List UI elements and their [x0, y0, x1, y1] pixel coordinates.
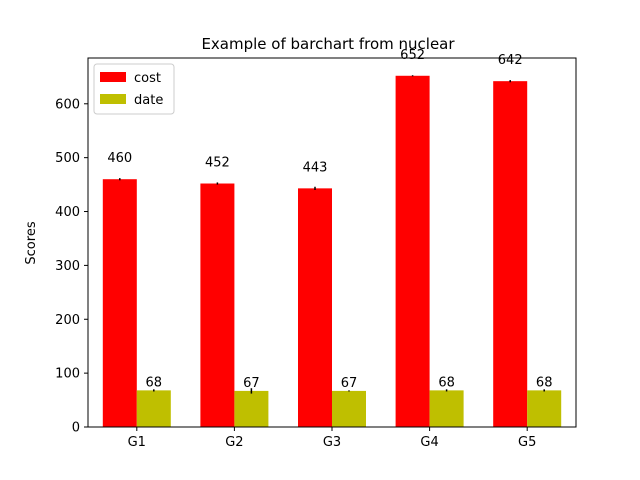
x-tick-label-G3: G3 [323, 435, 341, 450]
bar-cost-G1 [102, 179, 137, 427]
legend-swatch-date [100, 94, 126, 104]
axes-layer: G1 G2 G3 G4 G5 0 100 200 300 400 500 600 [55, 57, 577, 450]
bar-date-G3 [332, 390, 366, 427]
x-tick-label-G2: G2 [225, 435, 243, 450]
y-tick-label-300: 300 [55, 259, 80, 274]
x-tick-label-G1: G1 [128, 435, 146, 450]
data-label-date-G5: 68 [536, 375, 553, 390]
x-tick-label-G5: G5 [518, 435, 536, 450]
data-label-cost-G2: 452 [205, 156, 230, 171]
plot-frame [87, 57, 577, 428]
data-label-cost-G5: 642 [498, 53, 523, 68]
y-axis-label: Scores [24, 221, 39, 264]
data-label-cost-G4: 652 [400, 48, 425, 63]
data-label-date-G2: 67 [243, 376, 260, 391]
data-label-date-G1: 68 [146, 375, 163, 390]
bar-cost-G2 [200, 183, 235, 427]
data-label-cost-G1: 460 [107, 151, 132, 166]
data-label-date-G3: 67 [341, 376, 358, 391]
bar-cost-G3 [298, 188, 332, 427]
y-tick-label-500: 500 [55, 151, 80, 166]
bar-date-G2 [234, 390, 269, 427]
bar-cost-G5 [493, 81, 528, 427]
data-labels-layer: 460 68 452 67 443 67 652 68 642 68 [107, 48, 552, 391]
x-tick-label-G4: G4 [420, 435, 438, 450]
legend-label-cost: cost [134, 71, 161, 86]
bar-date-G1 [136, 390, 171, 427]
bar-date-G5 [527, 390, 562, 427]
data-label-cost-G3: 443 [303, 160, 328, 175]
y-tick-label-200: 200 [55, 313, 80, 328]
chart-title: Example of barchart from nuclear [201, 35, 455, 53]
bar-date-G4 [429, 390, 464, 427]
bar-cost-G4 [395, 75, 430, 427]
y-tick-label-600: 600 [55, 97, 80, 112]
legend: cost date [93, 63, 175, 115]
y-tick-label-400: 400 [55, 205, 80, 220]
legend-label-date: date [134, 93, 163, 108]
data-label-date-G4: 68 [438, 375, 455, 390]
error-bars-layer [119, 75, 545, 394]
y-tick-label-0: 0 [72, 421, 80, 436]
y-tick-label-100: 100 [55, 367, 80, 382]
bars-layer [102, 75, 562, 427]
legend-swatch-cost [100, 72, 126, 82]
